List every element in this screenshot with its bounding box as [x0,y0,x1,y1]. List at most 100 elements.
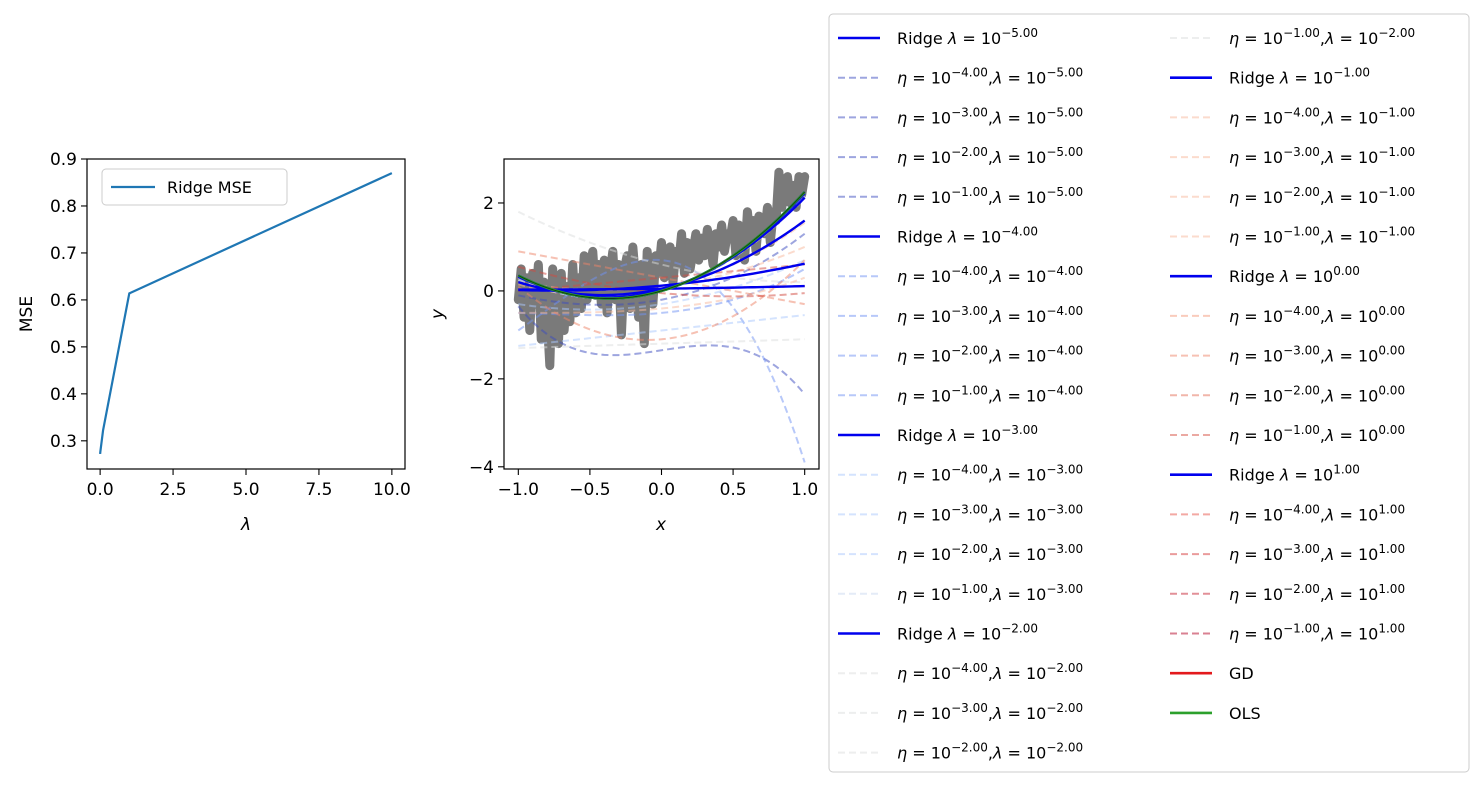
mse-x-tick-label: 10.0 [373,480,411,500]
legend-label: OLS [1229,704,1261,723]
fit-y-tick-label: −4 [469,458,494,478]
mse-x-tick-label: 7.5 [305,480,332,500]
gd-curve [517,258,806,463]
mse-y-tick-label: 0.4 [50,385,77,405]
mse-y-tick-label: 0.3 [50,432,77,452]
fit-chart: −1.0 −0.5 0.0 0.5 1.0 −4 −2 0 2 x y [428,158,820,535]
mse-x-tick-label: 0.0 [87,480,114,500]
legend-entry: η = 10−4.00,λ = 10−4.00 [838,264,1083,286]
legend-label: η = 10−4.00,λ = 101.00 [1229,502,1405,524]
mse-plot-area [99,172,393,455]
mse-x-axis-label: λ [240,515,251,535]
legend-label: η = 10−2.00,λ = 10−3.00 [897,542,1083,564]
fit-y-tick-label: −2 [469,370,494,390]
legend-entry: η = 10−3.00,λ = 10−3.00 [838,502,1083,524]
legend-entry: η = 10−3.00,λ = 10−4.00 [838,304,1083,326]
legend-entry: η = 10−2.00,λ = 10−2.00 [838,741,1083,763]
legend-label: η = 10−2.00,λ = 10−5.00 [897,145,1083,167]
legend-label: η = 10−2.00,λ = 101.00 [1229,582,1405,604]
gd-curve [518,263,805,292]
mse-y-tick-label: 0.7 [50,244,77,264]
legend-label: η = 10−4.00,λ = 10−4.00 [897,264,1083,286]
fit-plot-area [513,167,810,463]
legend-entry: GD [1170,664,1254,683]
gd-curve [517,259,806,341]
legend-label: η = 10−2.00,λ = 10−4.00 [897,344,1083,366]
legend-label: η = 10−1.00,λ = 100.00 [1229,423,1405,445]
legend-entry: η = 10−3.00,λ = 10−2.00 [838,701,1083,723]
legend-entry: η = 10−1.00,λ = 10−5.00 [838,185,1083,207]
legend-label: Ridge λ = 101.00 [1229,463,1360,485]
legend-entry: η = 10−1.00,λ = 100.00 [1170,423,1405,445]
legend-label: η = 10−3.00,λ = 10−2.00 [897,701,1083,723]
legend-entry: Ridge λ = 100.00 [1170,264,1360,286]
legend-entry: η = 10−4.00,λ = 10−5.00 [838,66,1083,88]
mse-ticks: 0.0 2.5 5.0 7.5 10.0 0.3 0.4 0.5 0.6 0.7 0.8 0.9 [50,150,411,500]
legend-label: η = 10−1.00,λ = 101.00 [1229,622,1405,644]
legend-label: η = 10−3.00,λ = 10−3.00 [897,502,1083,524]
fit-x-tick-label: −1.0 [498,480,539,500]
gd-curve [518,268,806,317]
legend-entry: η = 10−1.00,λ = 101.00 [1170,622,1405,644]
legend-label: η = 10−3.00,λ = 100.00 [1229,344,1405,366]
fit-x-tick-label: 0.0 [648,480,675,500]
legend-entry: η = 10−3.00,λ = 10−5.00 [838,105,1083,127]
legend-label: GD [1229,664,1254,683]
mse-y-tick-label: 0.6 [50,291,77,311]
legend-label: η = 10−3.00,λ = 10−5.00 [897,105,1083,127]
legend-entry: η = 10−3.00,λ = 100.00 [1170,344,1405,366]
gd-curve [518,265,805,298]
legend-entry: Ridge λ = 10−1.00 [1170,66,1370,88]
legend-label: η = 10−1.00,λ = 10−3.00 [897,582,1083,604]
legend-label: η = 10−2.00,λ = 10−2.00 [897,741,1083,763]
gd-curve [518,338,805,350]
legend-entry: η = 10−1.00,λ = 10−1.00 [1170,225,1415,247]
legend-entry: Ridge λ = 10−5.00 [838,26,1038,48]
legend-entry: η = 10−3.00,λ = 101.00 [1170,542,1405,564]
legend-label: η = 10−3.00,λ = 10−4.00 [897,304,1083,326]
legend-entry: η = 10−2.00,λ = 10−3.00 [838,542,1083,564]
gd-curve [518,259,806,311]
gd-curve [517,305,806,395]
mse-x-tick-label: 2.5 [160,480,187,500]
legend-entry: η = 10−4.00,λ = 10−3.00 [838,463,1083,485]
legend-entry: η = 10−2.00,λ = 10−4.00 [838,344,1083,366]
legend-label: η = 10−1.00,λ = 10−4.00 [897,383,1083,405]
mse-y-axis-label: MSE [17,296,37,332]
fit-legend-entries: Ridge λ = 10−5.00 η = 10−4.00,λ = 10−5.00… [838,26,1415,763]
ridge-curve [518,284,805,291]
fit-x-tick-label: 1.0 [791,480,818,500]
mse-legend: Ridge MSE [101,168,288,206]
legend-entry: η = 10−2.00,λ = 10−1.00 [1170,185,1415,207]
gd-curve [518,232,806,306]
legend-entry: η = 10−2.00,λ = 101.00 [1170,582,1405,604]
legend-label: η = 10−4.00,λ = 10−5.00 [897,66,1083,88]
legend-entry: Ridge λ = 10−4.00 [838,225,1038,247]
ols-curve-outline [518,191,806,300]
legend-entry: η = 10−4.00,λ = 10−1.00 [1170,105,1415,127]
mse-y-tick-label: 0.8 [50,197,77,217]
gd-curve [518,276,806,314]
legend-label: η = 10−4.00,λ = 10−2.00 [897,661,1083,683]
mse-legend-label: Ridge MSE [167,178,252,197]
fit-x-axis-label: x [655,515,667,535]
fit-x-tick-label: 0.5 [720,480,747,500]
legend-label: Ridge λ = 10−2.00 [897,622,1038,644]
legend-label: η = 10−3.00,λ = 10−1.00 [1229,145,1415,167]
legend-entry: η = 10−4.00,λ = 10−2.00 [838,661,1083,683]
legend-entry: η = 10−4.00,λ = 101.00 [1170,502,1405,524]
legend-label: η = 10−4.00,λ = 10−1.00 [1229,105,1415,127]
mse-legend-box [101,168,288,206]
legend-label: η = 10−4.00,λ = 100.00 [1229,304,1405,326]
legend-label: η = 10−1.00,λ = 10−2.00 [1229,26,1415,48]
legend-label: η = 10−3.00,λ = 101.00 [1229,542,1405,564]
mse-y-tick-label: 0.9 [50,150,77,170]
legend-entry: Ridge λ = 101.00 [1170,463,1360,485]
legend-entry: Ridge λ = 10−3.00 [838,423,1038,445]
legend-label: η = 10−4.00,λ = 10−3.00 [897,463,1083,485]
legend-entry: η = 10−1.00,λ = 10−2.00 [1170,26,1415,48]
mse-chart: 0.0 2.5 5.0 7.5 10.00.30.40.50.60.70.80.9 λ … [17,150,411,535]
mse-x-tick-label: 5.0 [232,480,259,500]
legend-entry: OLS [1170,704,1261,723]
